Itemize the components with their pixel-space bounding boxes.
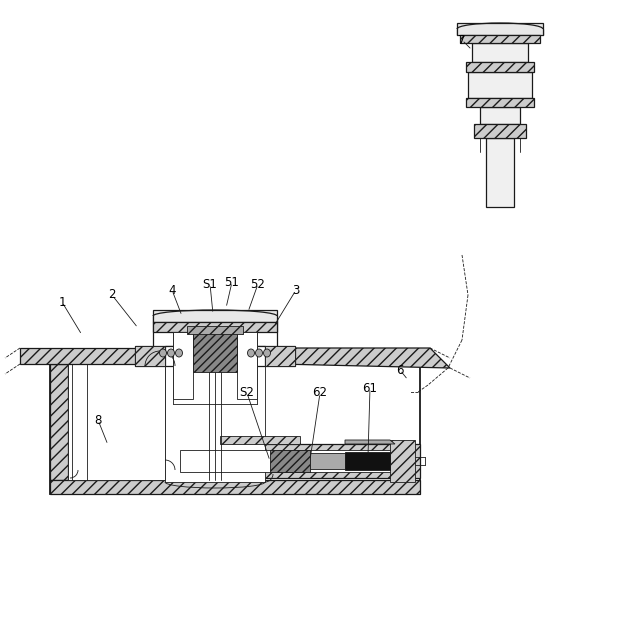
Polygon shape — [220, 436, 300, 444]
Polygon shape — [135, 346, 295, 366]
Polygon shape — [180, 450, 398, 472]
Polygon shape — [68, 364, 165, 480]
Text: S1: S1 — [203, 277, 218, 291]
Polygon shape — [466, 98, 534, 107]
Text: 3: 3 — [292, 284, 300, 296]
Polygon shape — [472, 43, 528, 62]
Ellipse shape — [248, 349, 255, 357]
Polygon shape — [270, 450, 310, 472]
Text: 4: 4 — [168, 284, 176, 296]
Ellipse shape — [264, 349, 271, 357]
Polygon shape — [466, 62, 534, 72]
Ellipse shape — [159, 349, 166, 357]
Text: 62: 62 — [312, 386, 328, 399]
Ellipse shape — [168, 349, 175, 357]
Text: 52: 52 — [251, 277, 266, 291]
Polygon shape — [50, 364, 420, 494]
Polygon shape — [474, 124, 526, 138]
Polygon shape — [187, 326, 243, 334]
Polygon shape — [345, 452, 390, 470]
Polygon shape — [237, 332, 257, 399]
Text: 8: 8 — [94, 413, 102, 426]
Polygon shape — [468, 72, 532, 98]
Polygon shape — [135, 346, 165, 366]
Polygon shape — [50, 480, 420, 494]
Text: 6: 6 — [396, 364, 404, 377]
Ellipse shape — [255, 349, 262, 357]
Text: 7: 7 — [458, 33, 466, 47]
Polygon shape — [193, 330, 237, 372]
Polygon shape — [165, 346, 265, 366]
Polygon shape — [486, 138, 514, 207]
Polygon shape — [390, 440, 415, 482]
Polygon shape — [460, 35, 540, 43]
Polygon shape — [173, 332, 193, 399]
Polygon shape — [20, 348, 160, 364]
Polygon shape — [480, 107, 520, 124]
Text: 61: 61 — [362, 382, 378, 394]
Polygon shape — [278, 348, 450, 368]
Polygon shape — [165, 366, 265, 482]
Polygon shape — [175, 444, 420, 478]
Polygon shape — [50, 364, 68, 480]
Polygon shape — [153, 322, 277, 332]
Text: S2: S2 — [239, 386, 255, 399]
Ellipse shape — [175, 349, 182, 357]
Text: 2: 2 — [108, 289, 116, 301]
Text: 1: 1 — [58, 296, 66, 308]
Polygon shape — [457, 23, 543, 35]
Polygon shape — [265, 346, 295, 366]
Polygon shape — [345, 440, 395, 444]
Polygon shape — [310, 453, 345, 469]
Polygon shape — [153, 310, 277, 322]
Text: 51: 51 — [225, 276, 239, 289]
